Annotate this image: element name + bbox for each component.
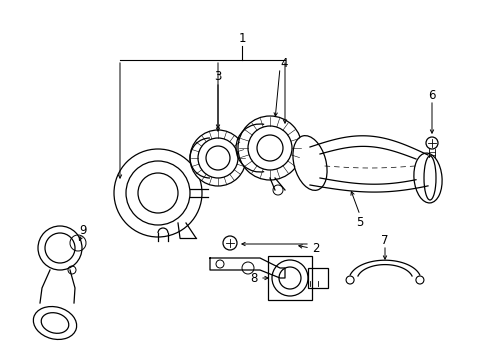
Ellipse shape <box>292 136 326 190</box>
Ellipse shape <box>198 138 238 178</box>
Text: 7: 7 <box>381 234 388 247</box>
Ellipse shape <box>190 130 245 186</box>
Text: 3: 3 <box>214 69 221 82</box>
Text: 6: 6 <box>427 89 435 102</box>
Ellipse shape <box>238 116 302 180</box>
Ellipse shape <box>257 135 283 161</box>
Text: 4: 4 <box>280 57 287 69</box>
Ellipse shape <box>413 153 441 203</box>
Text: 9: 9 <box>79 224 86 237</box>
Text: 8: 8 <box>250 271 257 284</box>
Ellipse shape <box>205 146 229 170</box>
Ellipse shape <box>247 126 291 170</box>
Text: 2: 2 <box>312 242 319 255</box>
Text: 1: 1 <box>238 32 245 45</box>
Text: 5: 5 <box>356 216 363 229</box>
